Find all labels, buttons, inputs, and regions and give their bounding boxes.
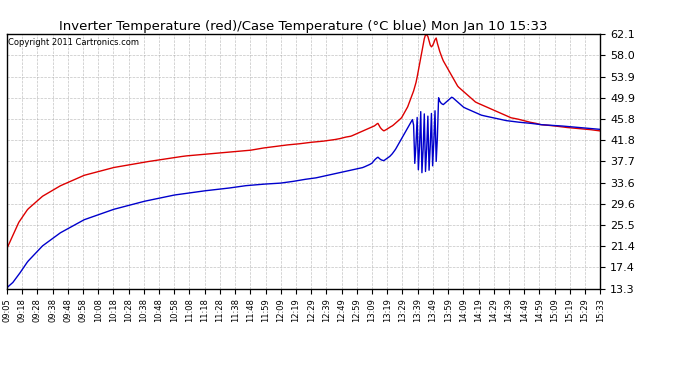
Title: Inverter Temperature (red)/Case Temperature (°C blue) Mon Jan 10 15:33: Inverter Temperature (red)/Case Temperat… bbox=[59, 20, 548, 33]
Text: Copyright 2011 Cartronics.com: Copyright 2011 Cartronics.com bbox=[8, 38, 139, 46]
